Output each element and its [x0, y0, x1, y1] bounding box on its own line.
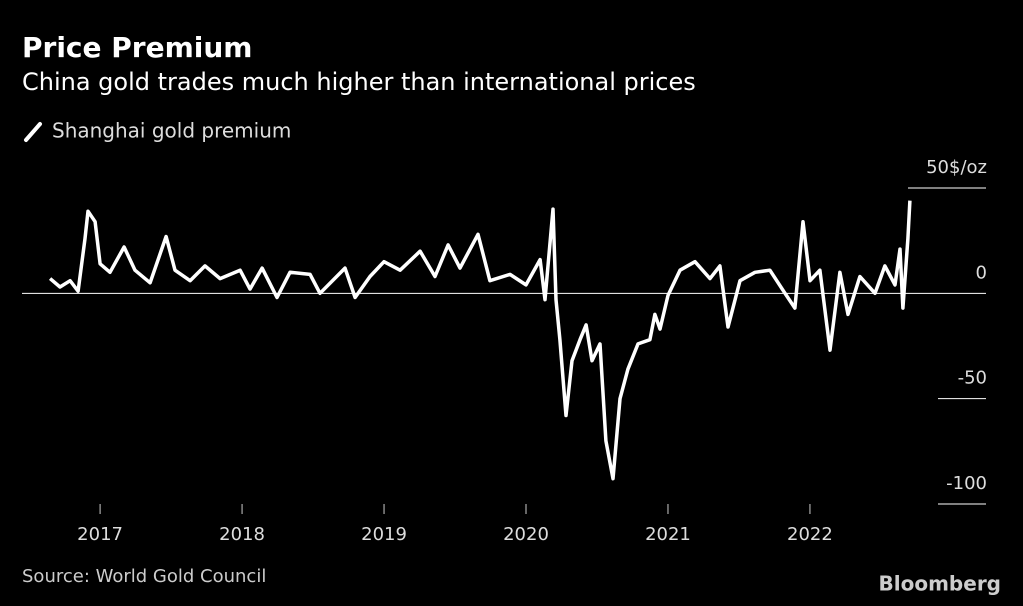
x-tick-label: 2019	[361, 524, 407, 545]
brand: Bloomberg	[879, 572, 1001, 596]
x-tick-label: 2022	[787, 524, 833, 545]
x-tick-label: 2018	[219, 524, 265, 545]
y-tick-label: -50	[958, 368, 987, 389]
y-tick-label: 50$/oz	[926, 157, 987, 178]
x-tick-label: 2021	[645, 524, 691, 545]
data-line	[48, 200, 912, 481]
chart-title: Price Premium	[22, 31, 252, 64]
legend-swatch	[24, 122, 42, 142]
plot-area: 50$/oz 0 -50 -100 2017 2018 2019 2020 2021 2022	[22, 157, 987, 545]
y-tick-label: -100	[946, 473, 987, 494]
y-tick-label: 0	[976, 262, 987, 283]
source: Source: World Gold Council	[22, 566, 266, 587]
x-tick-label: 2020	[503, 524, 549, 545]
chart-subtitle: China gold trades much higher than inter…	[22, 68, 696, 96]
x-tick-label: 2017	[77, 524, 123, 545]
legend-label: Shanghai gold premium	[52, 119, 291, 143]
